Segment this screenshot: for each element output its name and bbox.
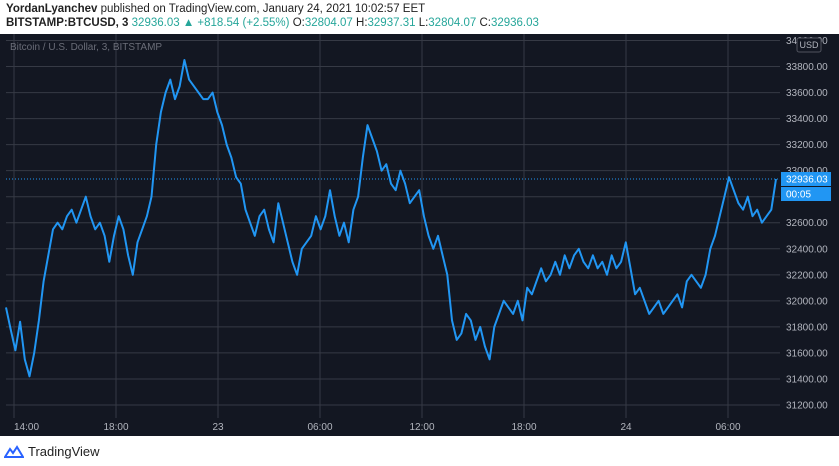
y-tick-label: 31200.00 bbox=[786, 400, 828, 411]
x-tick-label: 06:00 bbox=[307, 422, 332, 433]
publish-info: YordanLyanchev published on TradingView.… bbox=[6, 3, 425, 15]
plot-background bbox=[0, 34, 839, 436]
price-series-line bbox=[5, 59, 777, 378]
currency-button-bg[interactable] bbox=[796, 37, 822, 53]
y-tick-label: 33200.00 bbox=[786, 140, 828, 151]
y-tick-label: 33800.00 bbox=[786, 62, 828, 73]
y-tick-label: 32000.00 bbox=[786, 296, 828, 307]
x-tick-label: 14:00 bbox=[14, 422, 39, 433]
y-tick-label: 31600.00 bbox=[786, 348, 828, 359]
countdown-badge-bg bbox=[781, 187, 831, 202]
price-change: +818.54 (+2.55%) bbox=[197, 17, 290, 29]
y-tick-label: 32200.00 bbox=[786, 270, 828, 281]
currency-button[interactable]: USD bbox=[799, 40, 819, 50]
chart-area[interactable]: Bitcoin / U.S. Dollar, 3, BITSTAMP 34000… bbox=[0, 34, 839, 436]
x-tick-label: 06:00 bbox=[715, 422, 740, 433]
x-tick-label: 24 bbox=[620, 422, 632, 433]
x-tick-label: 23 bbox=[212, 422, 224, 433]
x-tick-label: 18:00 bbox=[103, 422, 128, 433]
y-tick-label: 33400.00 bbox=[786, 114, 828, 125]
symbol-label: BITSTAMP:BTCUSD, 3 bbox=[6, 17, 129, 29]
author-name[interactable]: YordanLyanchev bbox=[6, 3, 98, 15]
x-tick-label: 12:00 bbox=[409, 422, 434, 433]
open-label: O: bbox=[292, 17, 305, 29]
footer-brand[interactable]: TradingView bbox=[4, 444, 100, 459]
published-text: published on TradingView.com, January 24… bbox=[100, 3, 426, 15]
price-chart[interactable]: Bitcoin / U.S. Dollar, 3, BITSTAMP 34000… bbox=[0, 34, 839, 436]
last-price: 32936.03 bbox=[131, 17, 180, 29]
last-price-badge: 32936.03 bbox=[786, 175, 828, 186]
low-value: 32804.07 bbox=[428, 17, 477, 29]
grid-lines bbox=[6, 34, 780, 418]
y-tick-label: 31800.00 bbox=[786, 322, 828, 333]
y-tick-label: 31400.00 bbox=[786, 374, 828, 385]
symbol-legend: BITSTAMP:BTCUSD, 3 32936.03 ▲ +818.54 (+… bbox=[6, 17, 539, 29]
x-tick-label: 18:00 bbox=[511, 422, 536, 433]
price-axis[interactable]: 34000.0033800.0033600.0033400.0033200.00… bbox=[786, 36, 828, 411]
up-arrow-icon: ▲ bbox=[182, 17, 195, 29]
y-tick-label: 32400.00 bbox=[786, 244, 828, 255]
time-axis[interactable]: 14:00 18:00 23 06:00 12:00 18:00 24 06:00 bbox=[14, 422, 741, 433]
y-tick-label: 33000.00 bbox=[786, 166, 828, 177]
open-value: 32804.07 bbox=[304, 17, 353, 29]
high-label: H: bbox=[356, 17, 368, 29]
chart-title: Bitcoin / U.S. Dollar, 3, BITSTAMP bbox=[10, 42, 162, 53]
y-tick-label: 33600.00 bbox=[786, 88, 828, 99]
y-tick-label: 32600.00 bbox=[786, 218, 828, 229]
countdown-badge: 00:05 bbox=[786, 190, 811, 201]
tradingview-logo-icon bbox=[4, 444, 24, 458]
high-value: 32937.31 bbox=[367, 17, 416, 29]
low-label: L: bbox=[418, 17, 429, 29]
last-price-badge-bg bbox=[781, 172, 831, 187]
price-badges: 32936.03 00:05 bbox=[781, 172, 831, 202]
close-label: C: bbox=[479, 17, 491, 29]
brand-name: TradingView bbox=[28, 444, 100, 459]
close-value: 32936.03 bbox=[490, 17, 539, 29]
